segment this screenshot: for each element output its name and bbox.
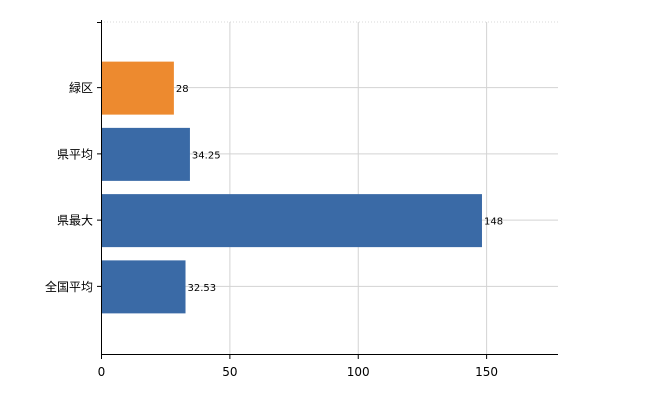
data-label: 28 bbox=[176, 84, 189, 95]
data-label: 34.25 bbox=[192, 150, 221, 161]
axis-layer bbox=[97, 20, 558, 359]
category-label: 県最大 bbox=[57, 214, 93, 228]
x-tick-label: 100 bbox=[347, 365, 370, 379]
category-label: 緑区 bbox=[69, 80, 93, 95]
data-label: 148 bbox=[484, 217, 503, 228]
data-label: 32.53 bbox=[188, 283, 217, 294]
category-label: 県平均 bbox=[57, 147, 93, 161]
bar-3[interactable] bbox=[102, 194, 482, 248]
x-tick-label: 0 bbox=[98, 365, 106, 379]
category-label: 全国平均 bbox=[45, 279, 93, 294]
bar-1[interactable] bbox=[102, 61, 174, 115]
bar-2[interactable] bbox=[102, 127, 190, 181]
x-tick-label: 150 bbox=[475, 365, 498, 379]
bar-4[interactable] bbox=[102, 260, 186, 314]
x-tick-label: 50 bbox=[222, 365, 237, 379]
bar-layer bbox=[102, 61, 482, 314]
